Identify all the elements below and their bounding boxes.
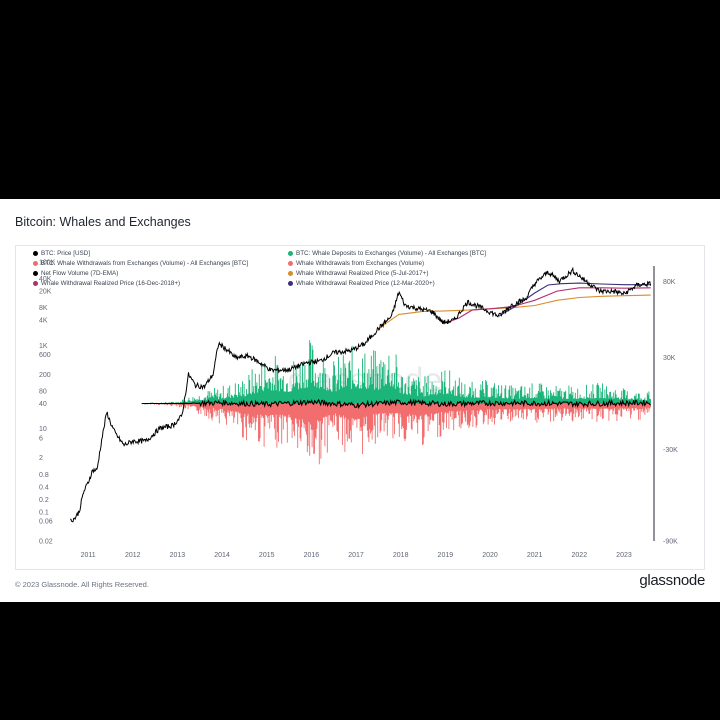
series-net-flow-ema	[141, 398, 652, 409]
y-left-tick-label: 0.02	[39, 539, 53, 546]
x-tick-label: 2018	[393, 552, 409, 559]
x-tick-label: 2014	[214, 552, 230, 559]
series-whale-deposits	[141, 340, 651, 404]
y-left-tick-label: 100K	[39, 259, 56, 266]
x-tick-label: 2016	[304, 552, 320, 559]
legend-marker-icon	[288, 261, 293, 266]
glassnode-logo[interactable]: glassnode	[639, 572, 705, 589]
legend-item[interactable]: BTC: Whale Deposits to Exchanges (Volume…	[288, 250, 486, 257]
legend-item[interactable]: Whale Withdrawal Realized Price (5-Jul-2…	[288, 270, 428, 277]
legend-marker-icon	[33, 271, 38, 276]
y-left-tick-label: 0.06	[39, 519, 53, 526]
legend-marker-icon	[288, 251, 293, 256]
y-right-tick-label: -30K	[663, 447, 678, 454]
legend-marker-icon	[33, 281, 38, 286]
y-left-tick-label: 40K	[39, 276, 52, 283]
copyright-text: © 2023 Glassnode. All Rights Reserved.	[15, 580, 149, 589]
series-realized-price-2018	[443, 287, 651, 325]
legend-label: Whale Withdrawals from Exchanges (Volume…	[296, 260, 425, 267]
legend-label: BTC: Price [USD]	[41, 250, 90, 257]
y-left-tick-label: 0.1	[39, 509, 49, 516]
chart-panel: glassnode 2011 2012 2013 2014 2015 2016 2017 201…	[15, 245, 705, 570]
legend-label: BTC: Whale Withdrawals from Exchanges (V…	[41, 260, 249, 267]
y-left-tick-label: 0.8	[39, 472, 49, 479]
y-left-tick-label: 80	[39, 388, 47, 395]
legend-marker-icon	[288, 271, 293, 276]
x-tick-label: 2015	[259, 552, 275, 559]
x-tick-label: 2017	[348, 552, 364, 559]
legend-marker-icon	[33, 251, 38, 256]
x-tick-label: 2023	[616, 552, 632, 559]
chart-title: Bitcoin: Whales and Exchanges	[15, 215, 191, 229]
legend-item[interactable]: Net Flow Volume (7D-EMA)	[33, 270, 118, 277]
y-left-tick-label: 10	[39, 426, 47, 433]
y-left-tick-label: 8K	[39, 305, 48, 312]
x-tick-label: 2012	[125, 552, 141, 559]
x-tick-label: 2021	[527, 552, 543, 559]
series-btc-price	[70, 266, 651, 523]
legend-marker-icon	[288, 281, 293, 286]
y-left-tick-label: 0.2	[39, 497, 49, 504]
x-tick-label: 2011	[81, 552, 96, 559]
x-tick-label: 2019	[438, 552, 454, 559]
legend-label: Whale Withdrawal Realized Price (16-Dec-…	[41, 280, 181, 287]
y-right-tick-label: 80K	[663, 279, 676, 286]
legend-item[interactable]: Whale Withdrawal Realized Price (12-Mar-…	[288, 280, 435, 287]
y-left-tick-label: 1K	[39, 343, 48, 350]
x-tick-label: 2013	[170, 552, 186, 559]
y-left-tick-label: 200	[39, 372, 51, 379]
legend-item[interactable]: Whale Withdrawal Realized Price (16-Dec-…	[33, 280, 180, 287]
y-left-tick-label: 2	[39, 455, 43, 462]
legend-label: Whale Withdrawal Realized Price (12-Mar-…	[296, 280, 435, 287]
legend-label: Net Flow Volume (7D-EMA)	[41, 270, 119, 277]
series-whale-withdrawals	[141, 403, 651, 465]
legend-marker-icon	[33, 261, 38, 266]
y-left-tick-label: 600	[39, 352, 51, 359]
y-left-tick-label: 20K	[39, 289, 52, 296]
legend-label: BTC: Whale Deposits to Exchanges (Volume…	[296, 250, 487, 257]
y-left-tick-label: 6	[39, 435, 43, 442]
legend-item[interactable]: BTC: Price [USD]	[33, 250, 90, 257]
y-left-tick-label: 40	[39, 401, 47, 408]
legend-label: Whale Withdrawal Realized Price (5-Jul-2…	[296, 270, 429, 277]
chart-card: Bitcoin: Whales and Exchanges glassnode 2…	[0, 199, 720, 602]
y-right-tick-label: 30K	[663, 355, 676, 362]
y-right-tick-label: -90K	[663, 539, 678, 546]
legend-item[interactable]: Whale Withdrawals from Exchanges (Volume…	[288, 260, 424, 267]
series-realized-price-2017	[378, 294, 651, 330]
x-tick-label: 2022	[572, 552, 588, 559]
x-tick-label: 2020	[482, 552, 498, 559]
y-left-tick-label: 0.4	[39, 484, 49, 491]
legend-item[interactable]: BTC: Whale Withdrawals from Exchanges (V…	[33, 260, 248, 267]
y-left-tick-label: 4K	[39, 318, 48, 325]
